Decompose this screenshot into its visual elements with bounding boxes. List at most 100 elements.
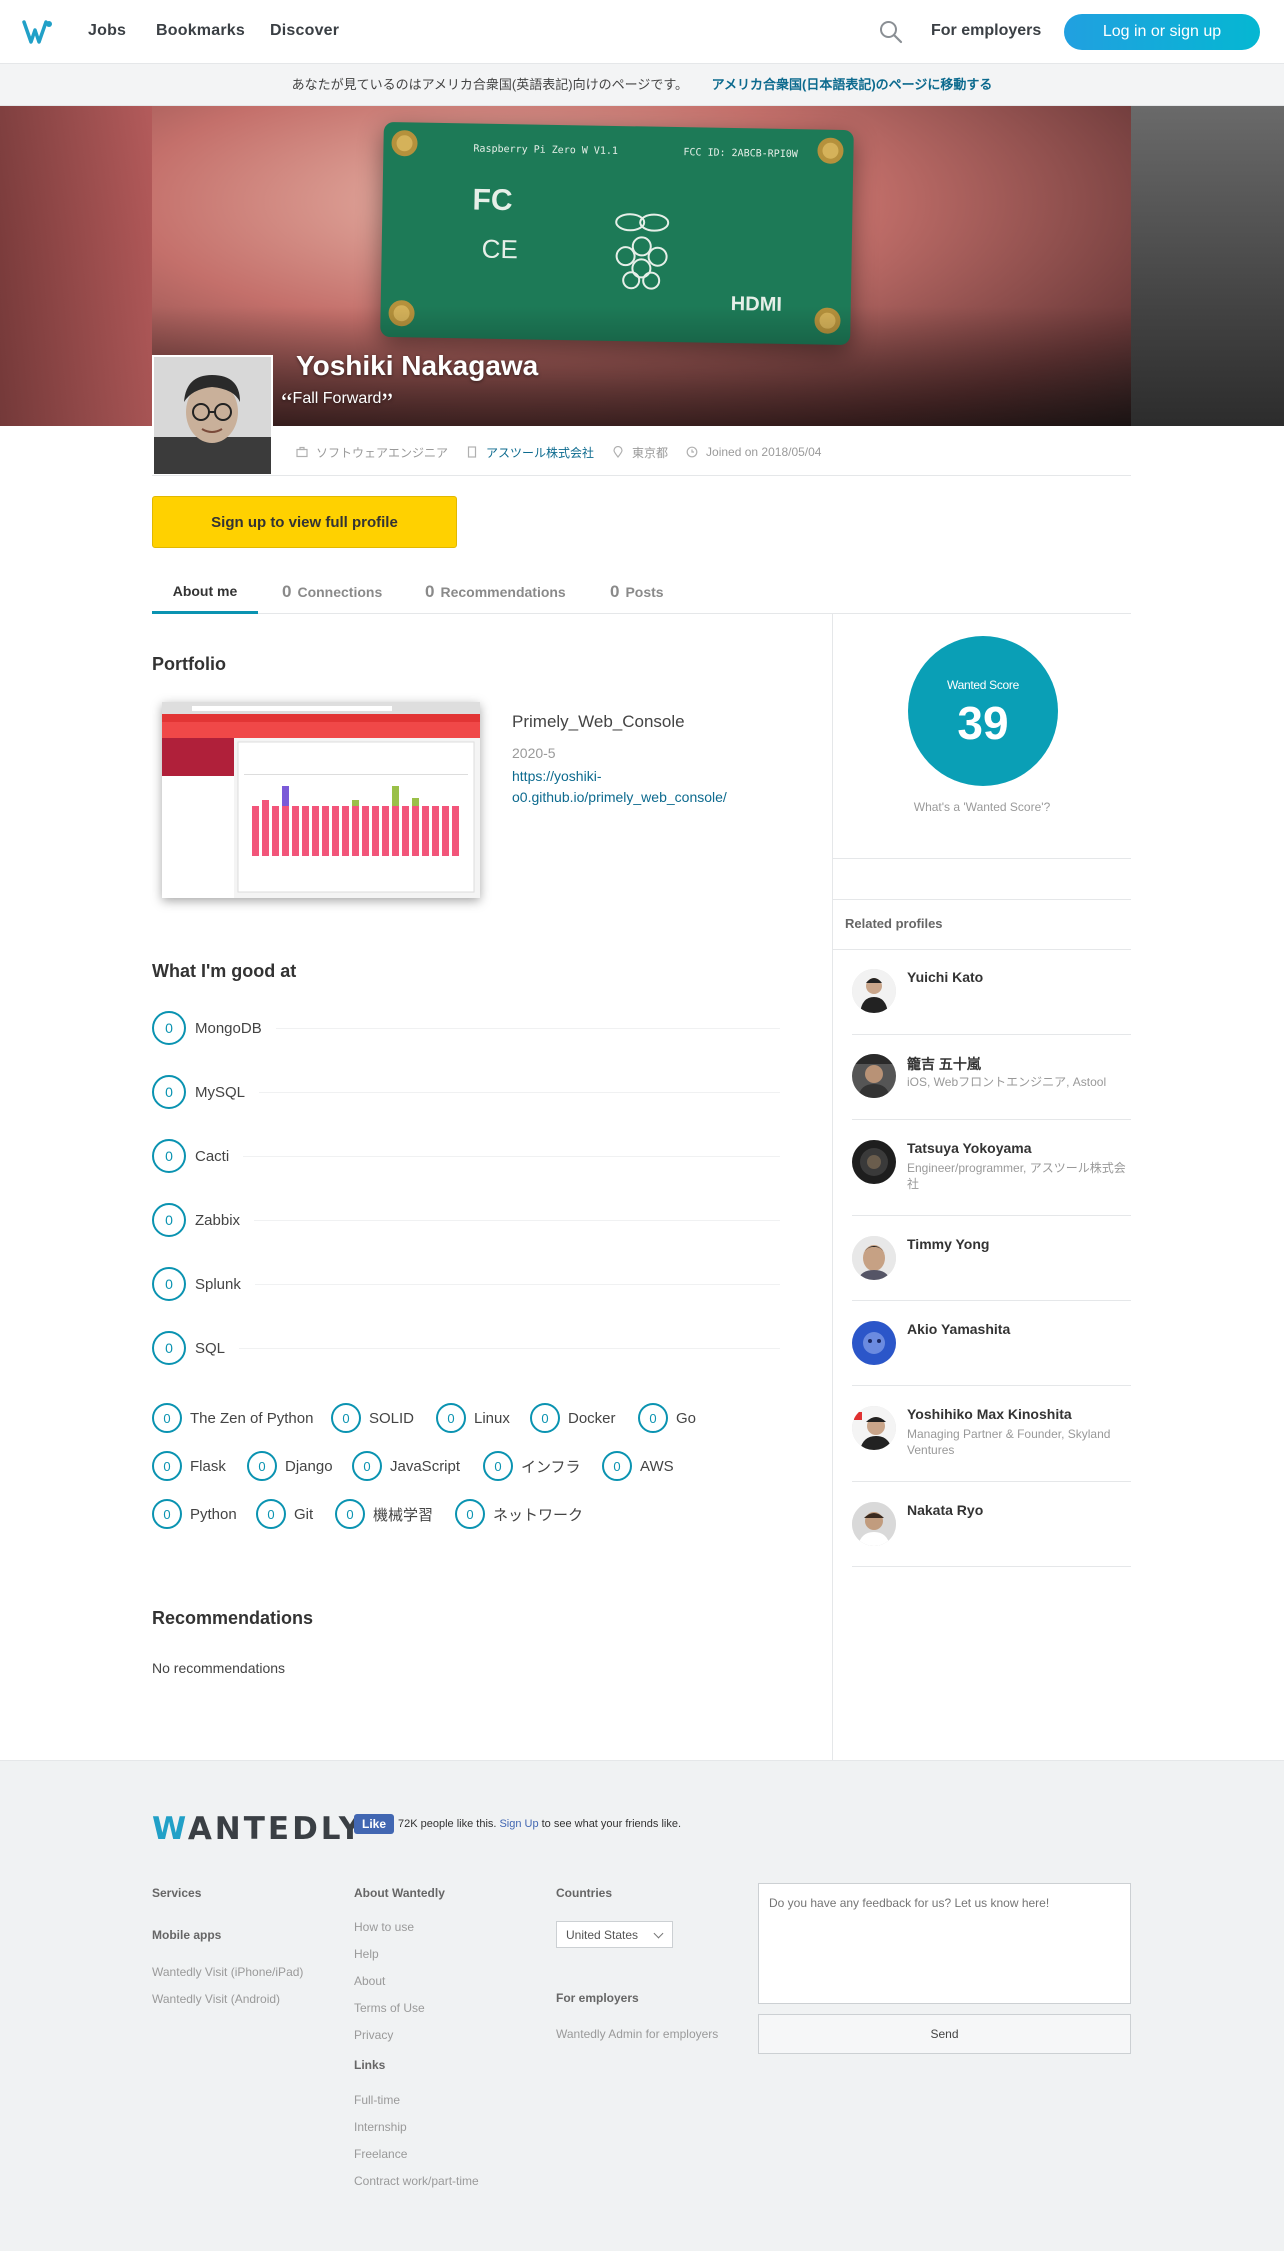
skill-endorse-count[interactable]: 0 (152, 1267, 186, 1301)
facebook-like-button[interactable]: Like (354, 1814, 395, 1834)
footer-link[interactable]: Freelance (354, 2147, 408, 2161)
feedback-textarea[interactable] (758, 1883, 1131, 2004)
skill-endorse-count[interactable]: 0 (455, 1499, 485, 1529)
avatar[interactable] (852, 1140, 896, 1184)
tab-connections[interactable]: 0 Connections (282, 570, 382, 614)
cover-shade-left (0, 106, 152, 426)
skill-endorse-count[interactable]: 0 (152, 1203, 186, 1237)
footer-link[interactable]: About (354, 1974, 386, 1988)
portfolio-item-name[interactable]: Primely_Web_Console (512, 712, 685, 731)
nav-discover[interactable]: Discover (270, 22, 340, 39)
skill-name: ネットワーク (493, 1506, 584, 1524)
skill-name: インフラ (521, 1458, 581, 1476)
tab-count: 0 (425, 582, 435, 601)
skill-endorse-count[interactable]: 0 (335, 1499, 365, 1529)
related-profile-name[interactable]: Nakata Ryo (907, 1502, 984, 1518)
skill-chip: 0 ネットワーク (455, 1499, 597, 1529)
skill-endorse-count[interactable]: 0 (247, 1451, 277, 1481)
footer-link[interactable]: Contract work/part-time (354, 2174, 479, 2188)
related-profile-name[interactable]: Akio Yamashita (907, 1321, 1011, 1337)
footer-employers-title: For employers (556, 1991, 639, 2005)
skill-bar (239, 1347, 780, 1349)
footer-mobile-apps-title: Mobile apps (152, 1928, 222, 1942)
skill-endorse-count[interactable]: 0 (152, 1451, 182, 1481)
tab-label: Connections (297, 584, 383, 600)
tab-about-me[interactable]: About me (152, 570, 258, 614)
skill-endorse-count[interactable]: 0 (602, 1451, 632, 1481)
score-help-link[interactable]: What's a 'Wanted Score'? (913, 800, 1051, 814)
related-profile-name[interactable]: Tatsuya Yokoyama (907, 1140, 1032, 1156)
skill-endorse-count[interactable]: 0 (152, 1075, 186, 1109)
tab-recommendations[interactable]: 0 Recommendations (425, 570, 566, 614)
nav-bookmarks[interactable]: Bookmarks (156, 22, 245, 39)
tab-count: 0 (282, 582, 292, 601)
skill-endorse-count[interactable]: 0 (152, 1011, 186, 1045)
divider (152, 475, 1131, 476)
divider (833, 858, 1131, 859)
footer-wantedly-logo[interactable]: WANTEDLY (152, 1811, 364, 1847)
avatar[interactable] (852, 1054, 896, 1098)
locale-switch-link[interactable]: アメリカ合衆国(日本語表記)のページに移動する (711, 77, 993, 92)
facebook-like-widget: Like 72K people like this. Sign Up to se… (354, 1813, 681, 1835)
related-profile-desc: Managing Partner & Founder, Skyland Vent… (907, 1427, 1111, 1457)
login-signup-button[interactable]: Log in or sign up (1064, 14, 1260, 50)
related-profile-name[interactable]: Yuichi Kato (907, 969, 984, 985)
divider (852, 1119, 1131, 1120)
related-profile-name[interactable]: Timmy Yong (907, 1236, 990, 1252)
skill-bar (254, 1283, 780, 1285)
footer-link[interactable]: Full-time (354, 2093, 401, 2107)
skill-endorse-count[interactable]: 0 (152, 1331, 186, 1365)
tab-label: About me (172, 582, 238, 599)
divider (852, 1034, 1131, 1035)
skill-endorse-count[interactable]: 0 (352, 1451, 382, 1481)
skill-name: The Zen of Python (190, 1409, 314, 1427)
wantedly-logo-icon[interactable] (22, 16, 54, 48)
skill-endorse-count[interactable]: 0 (152, 1139, 186, 1173)
related-profile-name[interactable]: 籠吉 五十嵐 (907, 1056, 981, 1072)
skill-endorse-count[interactable]: 0 (436, 1403, 466, 1433)
avatar[interactable] (852, 1236, 896, 1280)
skill-endorse-count[interactable]: 0 (483, 1451, 513, 1481)
skill-endorse-count[interactable]: 0 (256, 1499, 286, 1529)
tab-posts[interactable]: 0 Posts (610, 570, 664, 614)
portfolio-screenshot-image (162, 702, 480, 898)
footer-link[interactable]: Wantedly Visit (Android) (152, 1992, 281, 2006)
related-profile-name[interactable]: Yoshihiko Max Kinoshita (907, 1406, 1072, 1422)
feedback-send-button[interactable]: Send (758, 2014, 1131, 2054)
meta-role: ソフトウェアエンジニア (296, 444, 448, 461)
avatar[interactable] (852, 1321, 896, 1365)
skill-row: 0 Zabbix (152, 1203, 780, 1237)
avatar[interactable] (852, 969, 896, 1013)
skill-endorse-count[interactable]: 0 (152, 1499, 182, 1529)
portfolio-item-url[interactable]: https://yoshiki- o0.github.io/primely_we… (512, 766, 752, 808)
skill-endorse-count[interactable]: 0 (638, 1403, 668, 1433)
nav-jobs[interactable]: Jobs (88, 22, 127, 39)
meta-company[interactable]: アスツール株式会社 (466, 444, 594, 461)
footer-link[interactable]: Terms of Use (354, 2001, 425, 2015)
score-value: 39 (957, 697, 1009, 749)
facebook-signup-link[interactable]: Sign Up (499, 1818, 539, 1830)
footer-link[interactable]: Internship (354, 2120, 407, 2134)
portfolio-url-line[interactable]: https://yoshiki- (512, 768, 602, 784)
for-employers-link[interactable]: For employers (931, 22, 1042, 39)
footer-countries-title: Countries (556, 1886, 613, 1900)
footer-link[interactable]: Wantedly Visit (iPhone/iPad) (152, 1965, 304, 1979)
footer-link[interactable]: Help (354, 1947, 379, 1961)
footer-link[interactable]: How to use (354, 1920, 415, 1934)
portfolio-url-line[interactable]: o0.github.io/primely_web_console/ (512, 789, 727, 805)
signup-view-profile-button[interactable]: Sign up to view full profile (152, 496, 457, 548)
building-icon (467, 446, 477, 458)
skill-endorse-count[interactable]: 0 (530, 1403, 560, 1433)
meta-company-text[interactable]: アスツール株式会社 (486, 445, 595, 460)
portfolio-thumbnail[interactable] (162, 702, 480, 898)
avatar[interactable] (852, 1406, 896, 1450)
skill-name: Git (294, 1505, 314, 1523)
footer-link[interactable]: Wantedly Admin for employers (556, 2027, 719, 2041)
skill-endorse-count[interactable]: 0 (331, 1403, 361, 1433)
avatar[interactable] (852, 1502, 896, 1546)
search-icon[interactable] (878, 19, 904, 45)
footer: WANTEDLY Like 72K people like this. Sign… (0, 1760, 1284, 2251)
footer-link[interactable]: Privacy (354, 2028, 394, 2042)
country-select[interactable]: United States (556, 1921, 673, 1948)
skill-endorse-count[interactable]: 0 (152, 1403, 182, 1433)
